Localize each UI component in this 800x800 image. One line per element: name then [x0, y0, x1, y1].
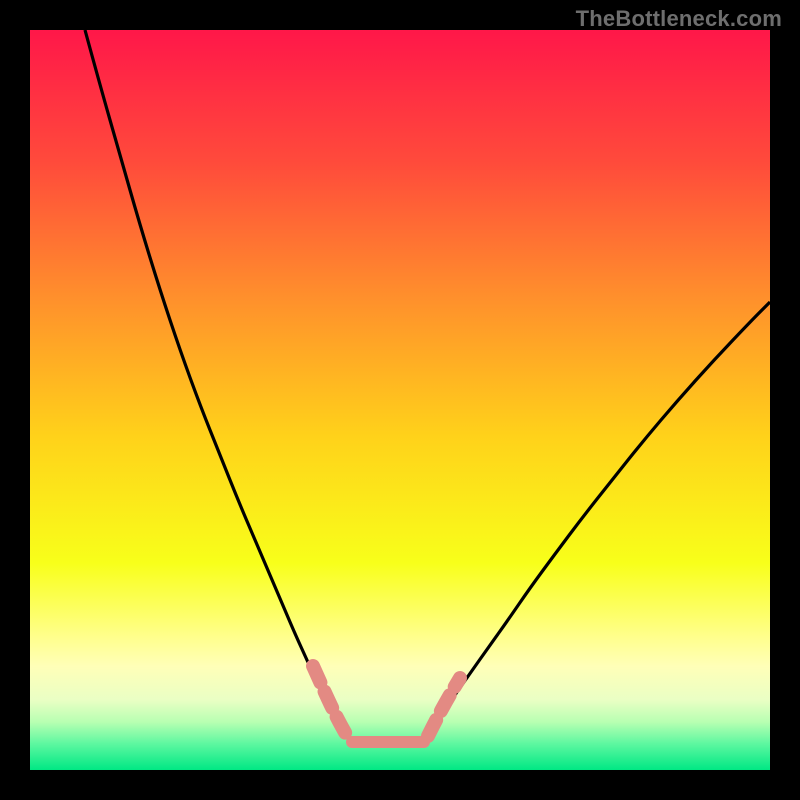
heat-gradient-background [30, 30, 770, 770]
chart-canvas: TheBottleneck.com [0, 0, 800, 800]
watermark-text: TheBottleneck.com [576, 6, 782, 32]
chart-frame [30, 30, 770, 770]
